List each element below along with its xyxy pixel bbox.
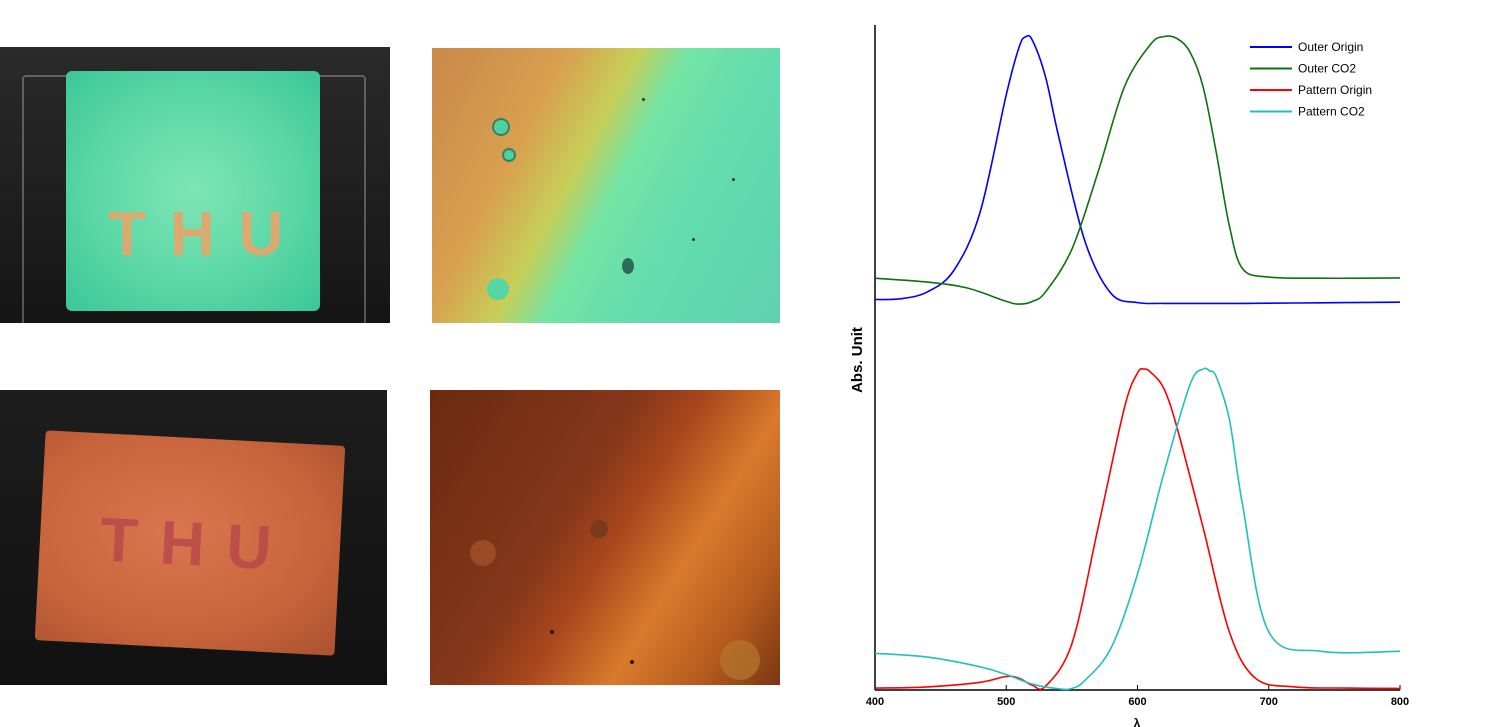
legend-label: Outer Origin bbox=[1298, 40, 1363, 54]
chart-canvas: 400 500 600 700 800 Outer Origin Outer CO2 Pat… bbox=[849, 25, 1409, 727]
x-tick-label: 400 bbox=[866, 696, 884, 708]
x-tick-label: 600 bbox=[1128, 696, 1146, 708]
chart-axes: 400 500 600 700 800 bbox=[866, 25, 1409, 708]
x-tick-label: 500 bbox=[997, 696, 1015, 708]
chart-legend: Outer Origin Outer CO2 Pattern Origin Patte… bbox=[1250, 40, 1372, 119]
series-line-outer-origin bbox=[874, 34, 1401, 305]
legend-label: Outer CO2 bbox=[1298, 62, 1356, 76]
y-axis-label: Abs. Unit bbox=[849, 327, 866, 393]
x-tick-label: 800 bbox=[1391, 696, 1409, 708]
pattern-letters: THU bbox=[108, 200, 308, 269]
film-sample bbox=[66, 71, 320, 311]
x-tick-label: 700 bbox=[1260, 696, 1278, 708]
legend-label: Pattern Origin bbox=[1298, 83, 1372, 97]
series-line-outer-co2 bbox=[874, 35, 1401, 305]
micrograph-green bbox=[432, 48, 780, 323]
film-photo-red: THU bbox=[0, 390, 387, 685]
series-line-pattern-origin bbox=[874, 367, 1401, 691]
pattern-letters: THU bbox=[98, 505, 296, 585]
series-line-pattern-co2 bbox=[874, 367, 1401, 691]
series-lines bbox=[874, 34, 1401, 691]
x-axis-label: λ bbox=[1134, 716, 1141, 727]
spectra-chart: 400 500 600 700 800 Outer Origin Outer CO2 Pat… bbox=[840, 0, 1500, 727]
micrograph-red bbox=[430, 390, 780, 685]
film-photo-green: THU bbox=[0, 47, 390, 323]
legend-label: Pattern CO2 bbox=[1298, 105, 1365, 119]
